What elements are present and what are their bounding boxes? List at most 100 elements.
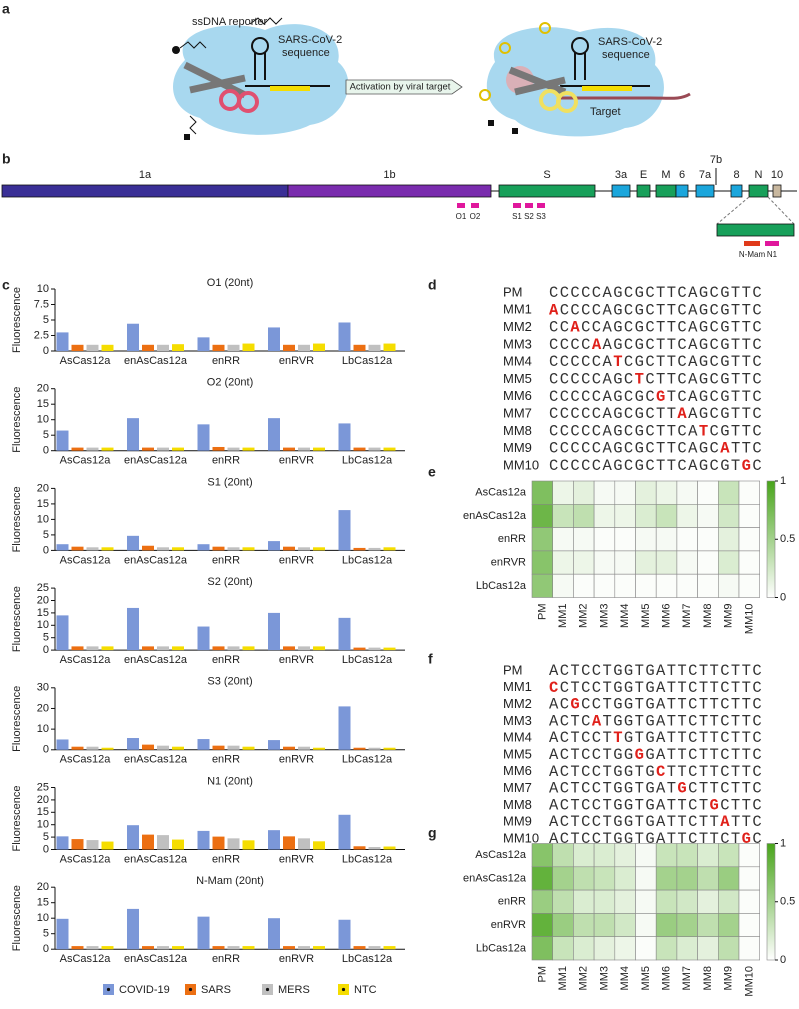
sequence: CCCCCAGCGCTTCAGCATTC xyxy=(549,440,763,458)
sequence-part: C xyxy=(752,457,763,475)
segment-label: 8 xyxy=(733,169,739,181)
bar xyxy=(227,547,240,551)
bar xyxy=(71,344,84,351)
heatmap-cell xyxy=(614,573,636,598)
colorbar xyxy=(766,480,776,598)
bar xyxy=(86,840,99,850)
bar xyxy=(368,547,381,551)
bar xyxy=(268,418,280,451)
x-tick-label: AsCas12a xyxy=(60,853,112,865)
bar xyxy=(313,343,325,351)
bar xyxy=(313,646,325,651)
bar xyxy=(283,946,295,950)
y-tick-label: 10 xyxy=(37,912,49,924)
bar xyxy=(298,447,310,451)
bar xyxy=(227,946,240,950)
heatmap-cell xyxy=(593,573,616,598)
y-tick-label: 15 xyxy=(37,897,49,909)
row-label: AsCas12a xyxy=(475,849,527,861)
bar xyxy=(56,918,69,950)
heatmap-cell xyxy=(697,913,719,938)
sequence-part: ACTCCTGGTGATTCT xyxy=(549,796,710,814)
y-tick-label: 0 xyxy=(43,843,49,855)
bar xyxy=(197,739,210,750)
x-tick-label: AsCas12a xyxy=(60,654,112,666)
heatmap-cell xyxy=(655,936,678,961)
y-tick-label: 0 xyxy=(43,744,49,756)
row-label: enAsCas12a xyxy=(463,510,527,522)
bar xyxy=(142,545,154,551)
heatmap-cell xyxy=(738,573,761,598)
bar xyxy=(127,418,139,451)
sequence-label: MM1 xyxy=(503,679,532,694)
protein-blob xyxy=(486,27,664,137)
y-tick-label: 10 xyxy=(37,619,49,631)
bar xyxy=(71,546,84,551)
bar xyxy=(157,646,169,651)
column-label: MM1 xyxy=(557,604,569,628)
sequence: CCCCCAGCGCTTAAGCGTTC xyxy=(549,405,763,423)
sequence: CCACCAGCGCTTCAGCGTTC xyxy=(549,319,763,337)
bar xyxy=(172,447,184,451)
mismatch-base: G xyxy=(570,696,581,714)
column-label: MM8 xyxy=(702,966,714,990)
bar xyxy=(268,918,280,950)
heatmap-cell xyxy=(676,503,698,528)
sequence-part: ACTCCTGGTGATTCTTCT xyxy=(549,830,742,848)
sequence-part: ACTCCTGG xyxy=(549,746,635,764)
mismatch-base: G xyxy=(742,830,753,848)
bar xyxy=(242,547,255,551)
heatmap-cell xyxy=(655,913,678,938)
heatmap-cell xyxy=(717,913,740,938)
heatmap-cell xyxy=(717,503,740,528)
heatmap-cell xyxy=(552,503,574,528)
bar xyxy=(338,322,351,351)
bar xyxy=(283,746,295,750)
guide-base xyxy=(270,86,310,91)
bar xyxy=(298,838,310,850)
bar xyxy=(172,344,184,351)
heatmap-cell xyxy=(676,527,698,552)
panel-label: e xyxy=(428,464,436,480)
bar xyxy=(197,830,210,850)
x-tick-label: enRVR xyxy=(279,754,314,766)
sequence-part: TTC xyxy=(731,813,763,831)
bar xyxy=(242,840,255,850)
segment-label: 1a xyxy=(139,169,152,181)
colorbar-tick-label: 0.5 xyxy=(780,533,795,545)
genome-segment xyxy=(498,184,596,198)
y-tick-label: 0 xyxy=(43,445,49,457)
bar xyxy=(71,646,84,651)
heatmap-cell xyxy=(635,936,657,961)
x-tick-label: LbCas12a xyxy=(342,754,393,766)
mismatch-base: T xyxy=(635,371,646,389)
x-tick-label: LbCas12a xyxy=(342,853,393,865)
bar xyxy=(212,344,225,351)
reporter xyxy=(184,134,190,140)
y-tick-label: 10 xyxy=(37,283,49,295)
heatmap-cell xyxy=(697,866,719,891)
bar xyxy=(383,647,396,651)
target-label: S1 xyxy=(512,212,522,221)
bar xyxy=(368,847,381,850)
heatmap-cell xyxy=(655,480,678,505)
bar xyxy=(298,746,310,750)
y-tick-label: 2.5 xyxy=(34,329,49,341)
bar xyxy=(56,836,69,850)
bar xyxy=(383,343,396,351)
sequence: ACTCCTGGGGATTCTTCTTC xyxy=(549,746,763,764)
bar xyxy=(101,946,114,950)
bar xyxy=(242,447,255,451)
bar xyxy=(212,946,225,950)
bar xyxy=(56,430,69,451)
heatmap-cell xyxy=(635,866,657,891)
genome-segment xyxy=(287,184,492,198)
heatmap-cell xyxy=(738,866,761,891)
bar xyxy=(298,547,310,551)
heatmap-cell xyxy=(635,550,657,575)
sequence-part: CCCCCAGCGC xyxy=(549,388,656,406)
bar xyxy=(101,547,114,551)
heatmap-cell xyxy=(614,550,636,575)
sequence-label: MM10 xyxy=(503,830,539,845)
heatmap-cell xyxy=(635,889,657,914)
